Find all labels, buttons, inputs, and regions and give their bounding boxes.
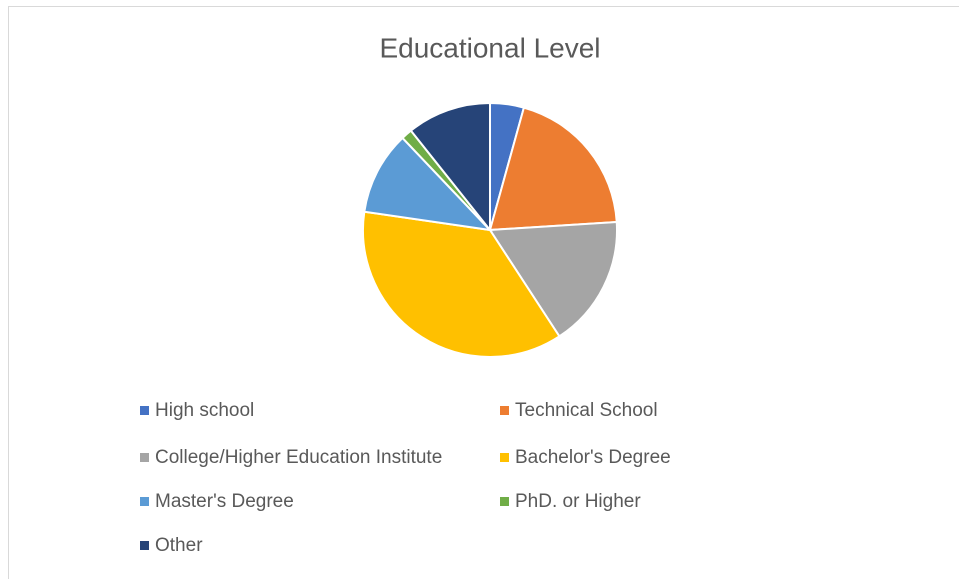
- legend-label: Bachelor's Degree: [515, 447, 671, 468]
- legend-label: Other: [155, 535, 203, 556]
- legend-swatch: [140, 453, 149, 462]
- legend-swatch: [140, 541, 149, 550]
- chart-title: Educational Level: [379, 32, 600, 63]
- pie-slice: [488, 106, 618, 232]
- pie-slice: [488, 220, 618, 338]
- pie-slice: [362, 210, 561, 358]
- legend-swatch: [140, 497, 149, 506]
- legend-label: Technical School: [515, 400, 658, 421]
- legend-swatch: [500, 406, 509, 415]
- legend-swatch: [500, 497, 509, 506]
- legend-swatch: [140, 406, 149, 415]
- pie-slice: [409, 101, 491, 233]
- legend-label: College/Higher Education Institute: [155, 447, 442, 468]
- legend-swatch: [500, 453, 509, 462]
- legend-label: PhD. or Higher: [515, 491, 641, 512]
- legend-label: High school: [155, 400, 254, 421]
- pie-slice: [363, 136, 493, 232]
- legend-label: Master's Degree: [155, 491, 294, 512]
